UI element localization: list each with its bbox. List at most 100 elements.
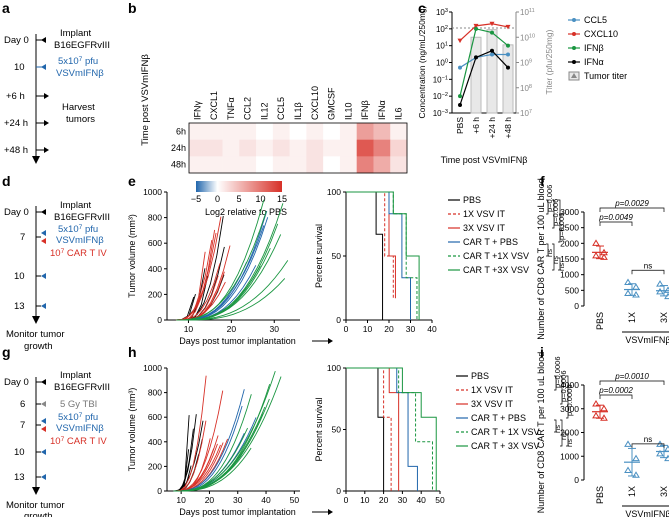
heatmap-cell [256,156,274,174]
scatter-point [600,253,608,260]
growth-ytick-label: 1000 [143,363,162,373]
scatter-group-label: VSVmIFNβ [625,509,669,517]
scatter-ytick-label: 1000 [560,451,579,461]
c-titer-bar [486,29,498,114]
surv-bracket [552,243,555,271]
heatmap-cell [373,139,391,157]
scatter-bracket [599,221,633,226]
heatmap-column-labels: IFNγ CXCL1 TNFα CCL2 IL12 CCL5 IL1β CXCL10 GMCSF… [192,86,403,120]
surv-legend-label: 1X VSV IT [471,385,514,395]
chart-i-scatter: 0 1000 2000 3000 4000 Number of CD8 CAR T per… [536,352,669,517]
surv-bracket [566,433,569,447]
heatmap-cell [339,156,357,174]
colorbar-tick-1: 0 [215,194,220,204]
c-y2tick-label: 108 [520,84,532,93]
growth-ytick-label: 600 [148,412,162,422]
c-point [458,65,462,70]
timeline-a-day0: Day 0 [4,35,29,46]
surv-pvalue: p=0.006 [551,199,560,226]
surv-ns: ns [545,249,554,257]
c-legend-label: IFNα [584,57,604,67]
scatter-bracket [631,443,665,448]
heatmap-cell [373,156,391,174]
growth-curve [180,199,265,321]
scatter-ytick-label: 2500 [560,223,579,233]
panel-label-a: a [2,0,10,16]
c-xtick-label: PBS [455,117,465,134]
heatmap-cell [256,139,274,157]
timeline-d-implant: Implant [60,200,92,211]
colorbar-tick-3: 10 [255,194,265,204]
surv-bracket [558,199,561,243]
heatmap-col-5: CCL5 [276,97,286,120]
timeline-g-vsv: VSVmIFNβ [56,423,104,434]
chart-f-scatter: 0 500 1000 1500 2000 2500 3000 Number of CD8 CA… [536,178,669,345]
heatmap-cell [323,156,341,174]
surv-ytick-label: 0 [336,315,341,325]
timeline-g-b16: B16EGFRvIII [54,382,110,393]
scatter-point [600,414,608,421]
scatter-pvalue: p=0.0010 [614,372,649,381]
chart-e-survival: 0 50 100 0 10 20 30 40 Percent survival PBS 1X VSV… [314,185,566,334]
growth-ytick-label: 0 [157,486,162,496]
heatmap-cell [356,123,374,140]
scatter-xtick-label: PBS [595,312,605,330]
surv-xtick-label: 0 [344,495,349,505]
scatter-ytick-label: 0 [574,475,579,485]
scatter-ns: ns [644,261,652,270]
surv-ytick-label: 50 [332,251,342,261]
c-legend-label: Tumor titer [584,71,627,81]
panel-label-b: b [128,0,137,16]
panel-label-h: h [128,344,137,360]
growth-curve [188,278,286,321]
surv-pvalue: p=0.006 [557,213,566,240]
heatmap-col-9: IL10 [343,102,353,120]
growth-curve [182,229,216,321]
c-legend-marker [572,32,576,36]
surv-pvalue: p=0.0006 [559,371,568,403]
heatmap-cell [373,123,391,140]
heatmap-cell [189,139,207,157]
c-point [490,48,494,53]
c-titer-bar [470,36,482,114]
heatmap-cell [272,123,290,140]
heatmap-cells [189,123,408,174]
scatter-bracket [599,207,665,212]
scatter-point [624,278,632,285]
growth-curve [173,420,204,492]
surv-xtick-label: 30 [398,495,408,505]
surv-legend-label: 3X VSV IT [463,223,506,233]
scatter-ylabel: Number of CD8 CAR T per 100 uL blood [536,352,546,513]
heatmap-cell [239,123,257,140]
heatmap-col-6: IL1β [293,102,303,120]
timeline-d-cart: 107 CAR T IV [50,248,107,260]
growth-curve [175,398,270,492]
scatter-pvalue: p=0.0002 [598,386,633,395]
c-y2tick-label: 109 [520,59,532,68]
colorbar-ticks: −5 0 5 10 15 [191,194,287,204]
heatmap-row-title: Time post VSVmIFNβ [140,54,151,146]
timeline-a-24h: +24 h [4,118,28,129]
c-point [458,102,462,107]
scatter-point [632,454,640,462]
timeline-g: Day 0 Implant B16EGFRvIII 6 5 Gy TBI 7 5… [4,370,110,517]
timeline-g-day6: 6 [20,399,25,410]
growth-ytick-label: 400 [148,264,162,274]
heatmap-cell [205,139,223,157]
c-point [506,43,510,48]
scatter-bracket [631,269,665,275]
timeline-g-footer1: Monitor tumor [6,500,65,511]
surv-xtick-label: 10 [360,495,370,505]
timeline-d-day7: 7 [20,232,25,243]
chart-c: 103 102 101 100 10−1 10−2 10−3 1011 1010 109 108 10… [417,5,627,165]
heatmap-col-7: CXCL10 [310,86,320,120]
heatmap-cell [356,156,374,174]
c-legend-marker [572,60,576,64]
growth-curve [176,375,207,492]
c-point [473,23,479,29]
timeline-d-footer1: Monitor tumor [6,329,65,340]
surv-legend-label: 1X VSV IT [463,209,506,219]
heatmap-cell [256,123,274,140]
surv-legend-label: PBS [471,371,489,381]
surv-ylabel: Percent survival [314,397,324,461]
